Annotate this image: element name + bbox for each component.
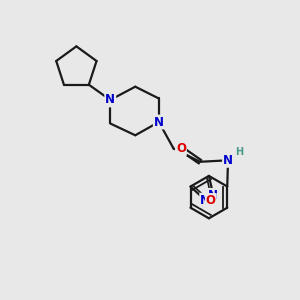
- Text: O: O: [176, 142, 186, 155]
- Text: O: O: [206, 194, 216, 207]
- Text: N: N: [208, 189, 218, 202]
- Text: N: N: [200, 194, 210, 207]
- Text: H: H: [235, 147, 243, 157]
- Text: N: N: [105, 93, 115, 106]
- Text: N: N: [223, 154, 233, 167]
- Text: N: N: [154, 116, 164, 128]
